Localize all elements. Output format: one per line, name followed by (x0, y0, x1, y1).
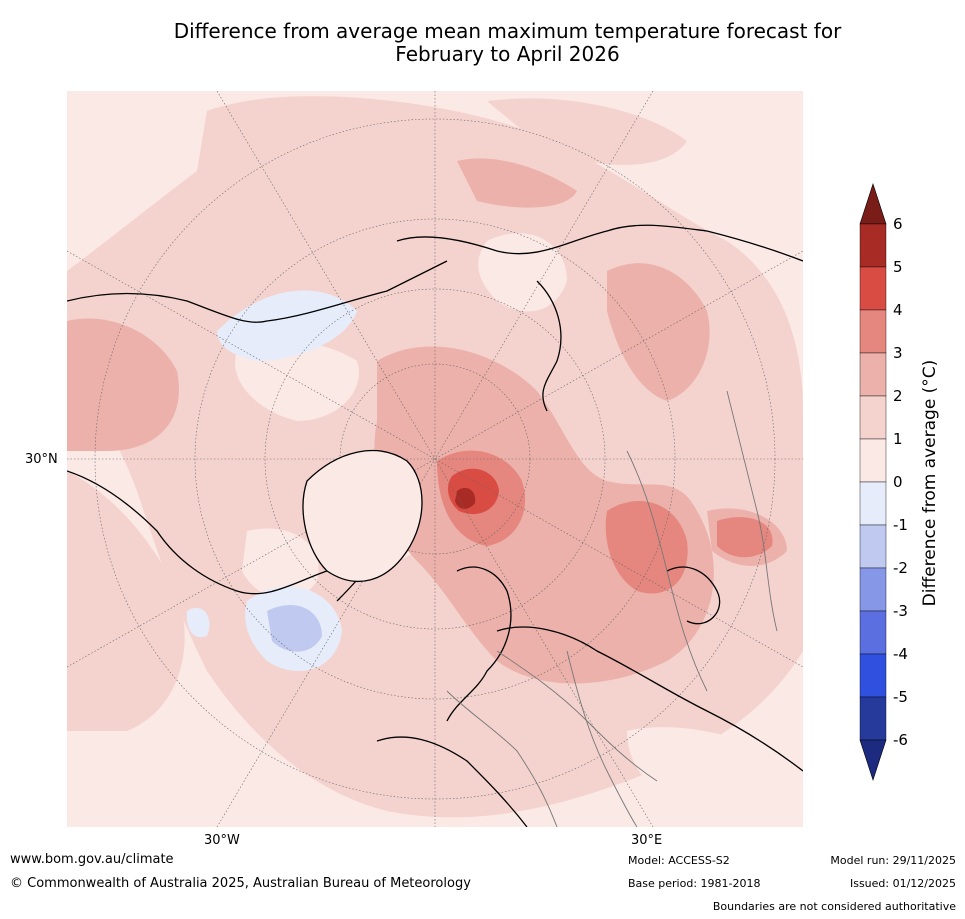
temperature-anomaly-map[interactable] (67, 91, 803, 827)
footer-model: Model: ACCESS-S2 (628, 854, 730, 867)
colorbar-tick-label: -3 (893, 602, 908, 620)
footer-boundaries: Boundaries are not considered authoritat… (712, 900, 956, 913)
footer-copyright: © Commonwealth of Australia 2025, Austra… (10, 876, 471, 891)
colorbar-tick-label: 5 (893, 258, 903, 276)
colorbar-tick-label: -4 (893, 645, 908, 663)
footer-model-run: Model run: 29/11/2025 (830, 854, 956, 867)
colorbar-segment (859, 309, 887, 354)
colorbar-tick-label: -2 (893, 559, 908, 577)
map-svg (67, 91, 803, 827)
graticule (67, 91, 803, 827)
colorbar-label: Difference from average (°C) (920, 359, 940, 607)
latitude-label-30n: 30°N (25, 452, 58, 467)
colorbar-segment (859, 696, 887, 741)
colorbar-segment (859, 395, 887, 440)
colorbar-extend-max (859, 183, 887, 225)
colorbar-segment (859, 352, 887, 397)
colorbar-segment (859, 610, 887, 655)
colorbar-segment (859, 223, 887, 268)
colorbar-tick-label: -1 (893, 516, 908, 534)
anomaly-5-6-regions (455, 487, 476, 509)
colorbar-tick-label: 4 (893, 301, 903, 319)
footer-website[interactable]: www.bom.gov.au/climate (10, 852, 174, 867)
colorbar-segment (859, 653, 887, 698)
title-line-1: Difference from average mean maximum tem… (173, 19, 842, 43)
colorbar-extend-min (859, 739, 887, 781)
country-borders (446, 390, 778, 827)
colorbar-segment (859, 266, 887, 311)
negative-anomaly-regions (186, 290, 357, 671)
colorbar-tick-label: 1 (893, 430, 903, 448)
greenland (302, 449, 423, 583)
colorbar-tick-label: -6 (893, 731, 908, 749)
longitude-label-30w: 30°W (204, 833, 240, 848)
footer-issued: Issued: 01/12/2025 (849, 877, 956, 890)
colorbar-segment (859, 438, 887, 483)
coastlines (67, 224, 803, 827)
longitude-label-30e: 30°E (631, 833, 663, 848)
colorbar-tick-label: 3 (893, 344, 903, 362)
colorbar-tick-label: -5 (893, 688, 908, 706)
footer-base-period: Base period: 1981-2018 (628, 877, 761, 890)
colorbar-tick-label: 6 (893, 215, 903, 233)
title-line-2: February to April 2026 (395, 42, 620, 66)
colorbar-segment (859, 481, 887, 526)
colorbar-tick-label: 2 (893, 387, 903, 405)
colorbar-segment (859, 567, 887, 612)
colorbar-tick-label: 0 (893, 473, 903, 491)
chart-title: Difference from average mean maximum tem… (60, 20, 955, 66)
colorbar-segment (859, 524, 887, 569)
colorbar-segments (859, 183, 887, 781)
